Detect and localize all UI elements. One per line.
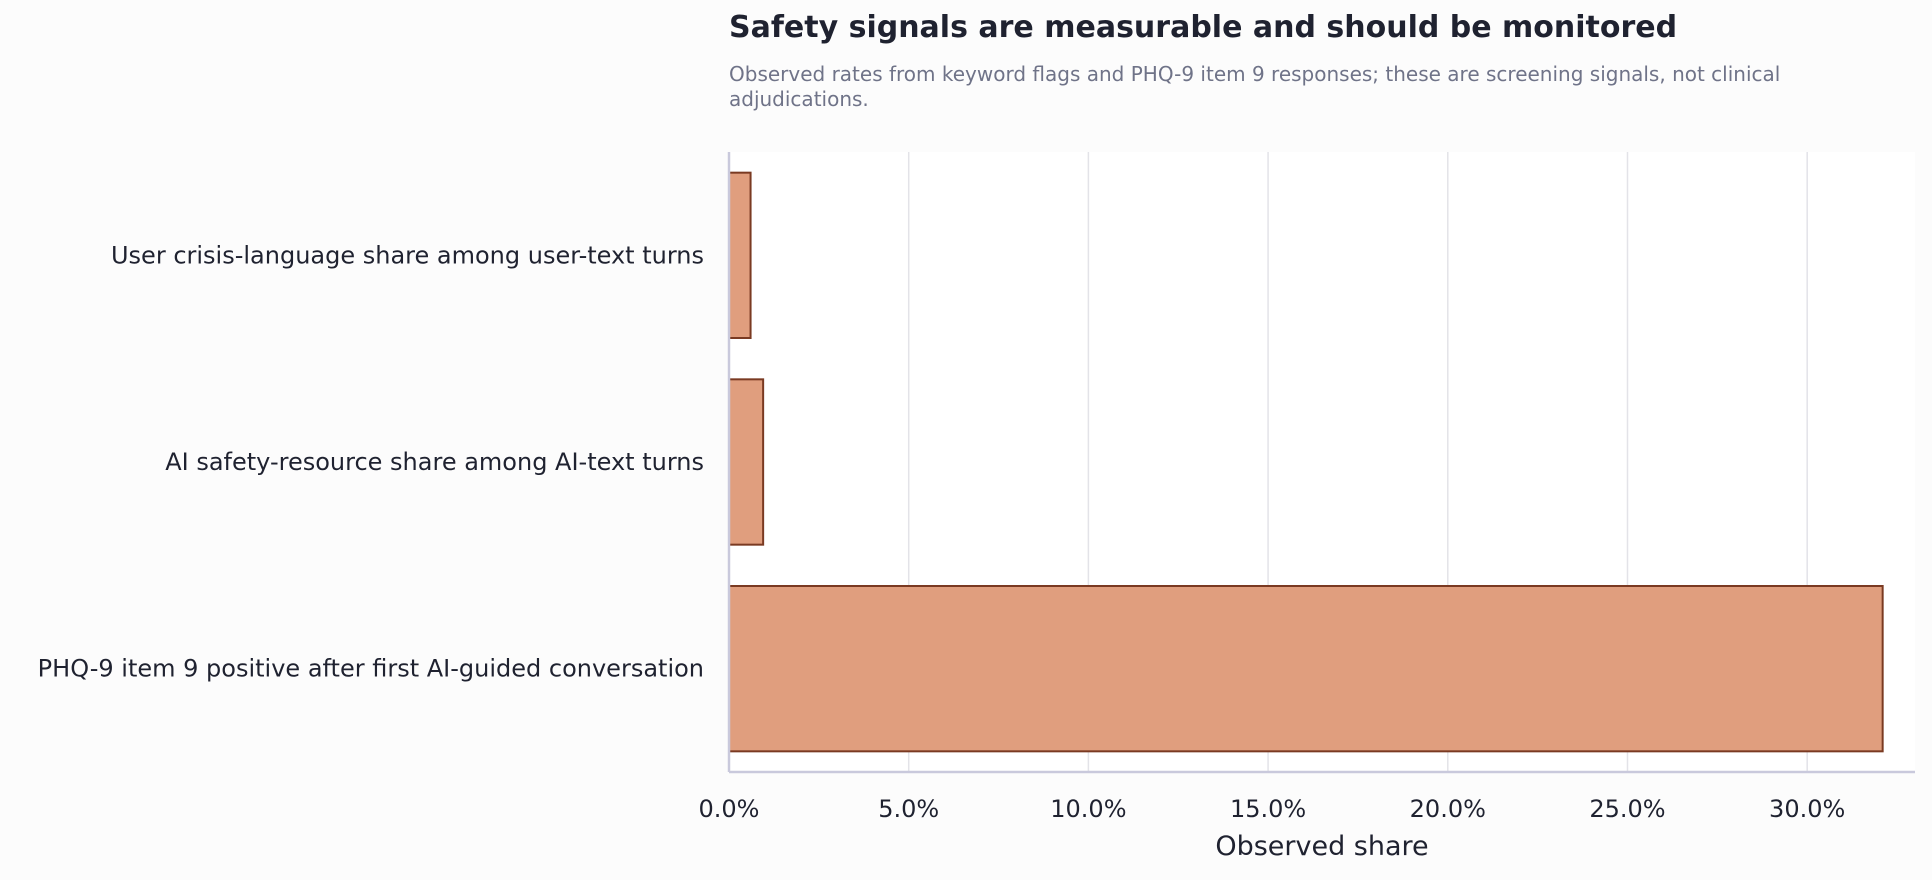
category-labels: User crisis-language share among user-te… [38, 241, 704, 682]
chart-subtitle: Observed rates from keyword flags and PH… [729, 62, 1781, 111]
category-label: AI safety-resource share among AI-text t… [165, 448, 704, 476]
x-tick-label: 0.0% [699, 795, 760, 823]
x-axis-title: Observed share [1215, 831, 1428, 862]
bar [728, 171, 752, 339]
x-tick-labels: 0.0% 5.0% 10.0% 15.0% 20.0% 25.0% 30.0% [699, 795, 1846, 823]
x-tick-label: 10.0% [1050, 795, 1126, 823]
x-tick-label: 20.0% [1410, 795, 1486, 823]
x-tick-label: 25.0% [1589, 795, 1665, 823]
category-label: PHQ-9 item 9 positive after first AI-gui… [38, 655, 704, 683]
x-tick-label: 15.0% [1230, 795, 1306, 823]
bar [728, 585, 1884, 753]
bars [728, 171, 1884, 753]
chart-title: Safety signals are measurable and should… [729, 10, 1678, 45]
bar [728, 378, 765, 546]
x-tick-label: 30.0% [1769, 795, 1845, 823]
category-label: User crisis-language share among user-te… [111, 241, 704, 269]
x-tick-label: 5.0% [878, 795, 939, 823]
